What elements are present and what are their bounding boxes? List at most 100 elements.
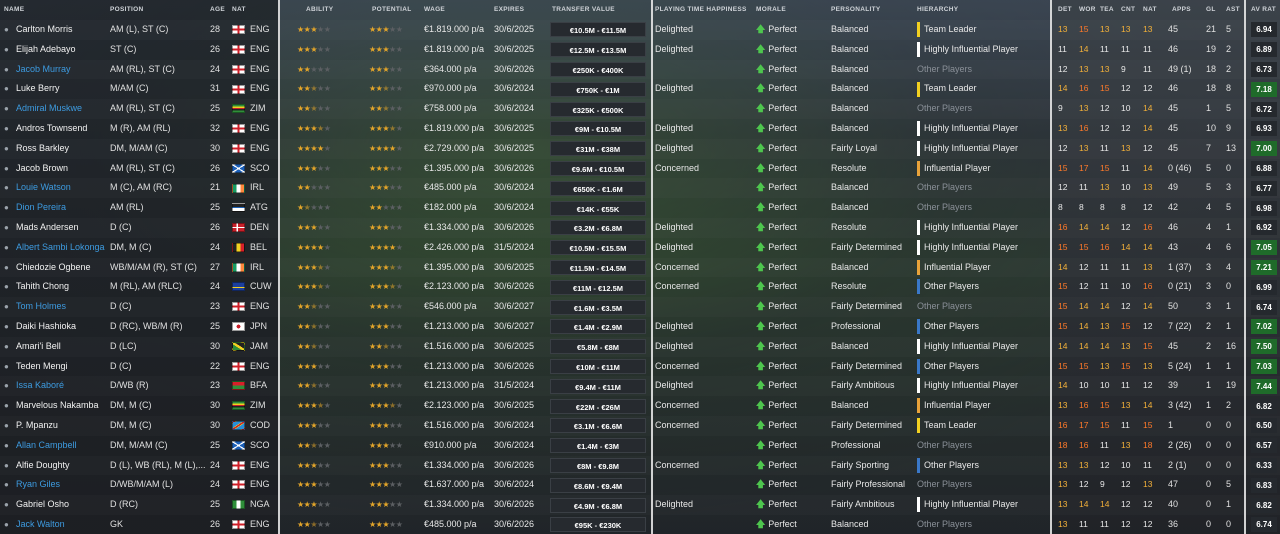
table-row[interactable]: ● Marvelous Nakamba DM, M (C) 30 ZIM ★★★… [0,396,1280,416]
header-apps[interactable]: APPS [1172,6,1191,13]
player-name[interactable]: Louie Watson [16,182,71,193]
player-name[interactable]: Jack Walton [16,518,65,529]
table-row[interactable]: ● Ross Barkley DM, M/AM (C) 30 ENG ★★★★★… [0,139,1280,159]
table-row[interactable]: ● Gabriel Osho D (RC) 25 NGA ★★★★★ ★★★★★… [0,495,1280,515]
table-row[interactable]: ● Issa Kaboré D/WB (R) 23 BFA ★★★★★ ★★★★… [0,376,1280,396]
table-row[interactable]: ● Andros Townsend M (R), AM (RL) 32 ENG … [0,119,1280,139]
header-nat-attr[interactable]: NAT [1143,6,1157,13]
header-position[interactable]: POSITION [110,6,144,13]
ability-stars: ★★★★★ [297,480,331,490]
player-name[interactable]: P. Mpanzu [16,419,58,430]
up-arrow-icon: 🡅 [756,360,766,371]
up-arrow-icon: 🡅 [756,479,766,490]
header-cnt[interactable]: CNT [1121,6,1136,13]
header-nat[interactable]: NAT [232,6,246,13]
header-gl[interactable]: GL [1206,6,1216,13]
table-row[interactable]: ● Amari'i Bell D (LC) 30 JAM ★★★★★ ★★★★★… [0,337,1280,357]
attr-det: 14 [1058,83,1068,94]
header-ability[interactable]: ABILITY [306,6,334,13]
player-name[interactable]: Chiedozie Ogbene [16,261,91,272]
contract-expires: 30/6/2026 [494,63,535,74]
player-name[interactable]: Marvelous Nakamba [16,400,99,411]
player-age: 26 [210,221,221,232]
player-name[interactable]: Carlton Morris [16,24,73,34]
player-name[interactable]: Dion Pereira [16,202,67,213]
player-name[interactable]: Admiral Muskwe [16,103,83,114]
player-name[interactable]: Issa Kaboré [16,380,65,391]
header-wage[interactable]: WAGE [424,6,446,13]
header-wor[interactable]: WOR [1079,6,1096,13]
header-expires[interactable]: EXPIRES [494,6,525,13]
table-row[interactable]: ● Allan Campbell DM, M/AM (C) 25 SCO ★★★… [0,436,1280,456]
table-row[interactable]: ● Dion Pereira AM (RL) 25 ATG ★★★★★ ★★★★… [0,198,1280,218]
player-name[interactable]: Jacob Murray [16,63,71,74]
player-name[interactable]: Elijah Adebayo [16,43,76,54]
ability-stars: ★★★★★ [297,341,331,351]
table-row[interactable]: ● Louie Watson M (C), AM (RC) 21 IRL ★★★… [0,178,1280,198]
player-name[interactable]: Allan Campbell [16,439,77,450]
attr-det: 13 [1058,24,1068,34]
table-row[interactable]: ● Jacob Murray AM (RL), ST (C) 24 ENG ★★… [0,60,1280,80]
assists: 2 [1226,63,1232,74]
player-name[interactable]: Teden Mengi [16,360,68,371]
playing-time-happiness: Delighted [655,499,694,510]
header-tea[interactable]: TEA [1100,6,1114,13]
person-icon: ● [4,302,9,312]
assists: 2 [1226,400,1232,411]
table-row[interactable]: ● Ryan Giles D/WB/M/AM (L) 24 ENG ★★★★★ … [0,475,1280,495]
table-row[interactable]: ● Chiedozie Ogbene WB/M/AM (R), ST (C) 2… [0,258,1280,278]
header-age[interactable]: AGE [210,6,225,13]
attr-det: 18 [1058,439,1068,450]
table-row[interactable]: ● Daiki Hashioka D (RC), WB/M (R) 25 JPN… [0,317,1280,337]
table-row[interactable]: ● Tom Holmes D (C) 23 ENG ★★★★★ ★★★★★ €5… [0,297,1280,317]
player-name[interactable]: Luke Berry [16,83,60,94]
table-row[interactable]: ● Albert Sambi Lokonga DM, M (C) 24 BEL … [0,238,1280,258]
player-name[interactable]: Alfie Doughty [16,459,70,470]
table-row[interactable]: ● Luke Berry M/AM (C) 31 ENG ★★★★★ ★★★★★… [0,79,1280,99]
player-name[interactable]: Albert Sambi Lokonga [16,241,105,252]
header-hierarchy[interactable]: HIERARCHY [917,6,959,13]
header-potential[interactable]: POTENTIAL [372,6,412,13]
table-row[interactable]: ● Tahith Chong M (RL), AM (RLC) 24 CUW ★… [0,277,1280,297]
player-name[interactable]: Gabriel Osho [16,499,70,510]
hierarchy: Other Players [917,103,973,114]
player-name[interactable]: Daiki Hashioka [16,320,77,331]
table-row[interactable]: ● Alfie Doughty D (L), WB (RL), M (L),..… [0,456,1280,476]
potential-stars: ★★★★★ [369,361,403,371]
player-name[interactable]: Tom Holmes [16,301,67,312]
table-row[interactable]: ● Elijah Adebayo ST (C) 26 ENG ★★★★★ ★★★… [0,40,1280,60]
header-personality[interactable]: PERSONALITY [831,6,881,13]
player-age: 25 [210,439,221,450]
player-name[interactable]: Mads Andersen [16,221,79,232]
transfer-value: €9.6M - €10.5M [550,159,646,180]
player-name[interactable]: Tahith Chong [16,281,70,292]
goals: 1 [1206,400,1212,411]
header-ast[interactable]: AST [1226,6,1240,13]
header-playing-time[interactable]: PLAYING TIME HAPPINESS [655,6,747,13]
nation-flag [232,20,246,40]
table-row[interactable]: ● Jacob Brown AM (RL), ST (C) 26 SCO ★★★… [0,159,1280,179]
header-av-rat[interactable]: AV RAT [1251,6,1277,13]
table-row[interactable]: ● Mads Andersen D (C) 26 DEN ★★★★★ ★★★★★… [0,218,1280,238]
morale: 🡅 Perfect [756,261,797,272]
table-row[interactable]: ● Admiral Muskwe AM (RL), ST (C) 25 ZIM … [0,99,1280,119]
header-name[interactable]: NAME [4,6,25,13]
player-name[interactable]: Amari'i Bell [16,340,61,351]
personality: Fairly Determined [831,419,903,430]
header-transfer-value[interactable]: TRANSFER VALUE [552,6,615,13]
player-name[interactable]: Ross Barkley [16,142,70,153]
player-name[interactable]: Ryan Giles [16,479,61,490]
table-row[interactable]: ● Jack Walton GK 26 ENG ★★★★★ ★★★★★ €485… [0,515,1280,534]
up-arrow-icon: 🡅 [756,419,766,430]
player-name[interactable]: Jacob Brown [16,162,69,173]
header-morale[interactable]: MORALE [756,6,786,13]
attr-cnt: 10 [1121,103,1131,114]
table-row[interactable]: ● Carlton Morris AM (L), ST (C) 28 ENG ★… [0,20,1280,40]
table-row[interactable]: ● P. Mpanzu DM, M (C) 30 COD ★★★★★ ★★★★★… [0,416,1280,436]
assists: 5 [1226,103,1232,114]
goals: 18 [1206,63,1217,74]
hierarchy-bar [917,319,920,335]
table-row[interactable]: ● Teden Mengi D (C) 22 ENG ★★★★★ ★★★★★ €… [0,357,1280,377]
header-det[interactable]: DET [1058,6,1072,13]
player-name[interactable]: Andros Townsend [16,122,88,133]
